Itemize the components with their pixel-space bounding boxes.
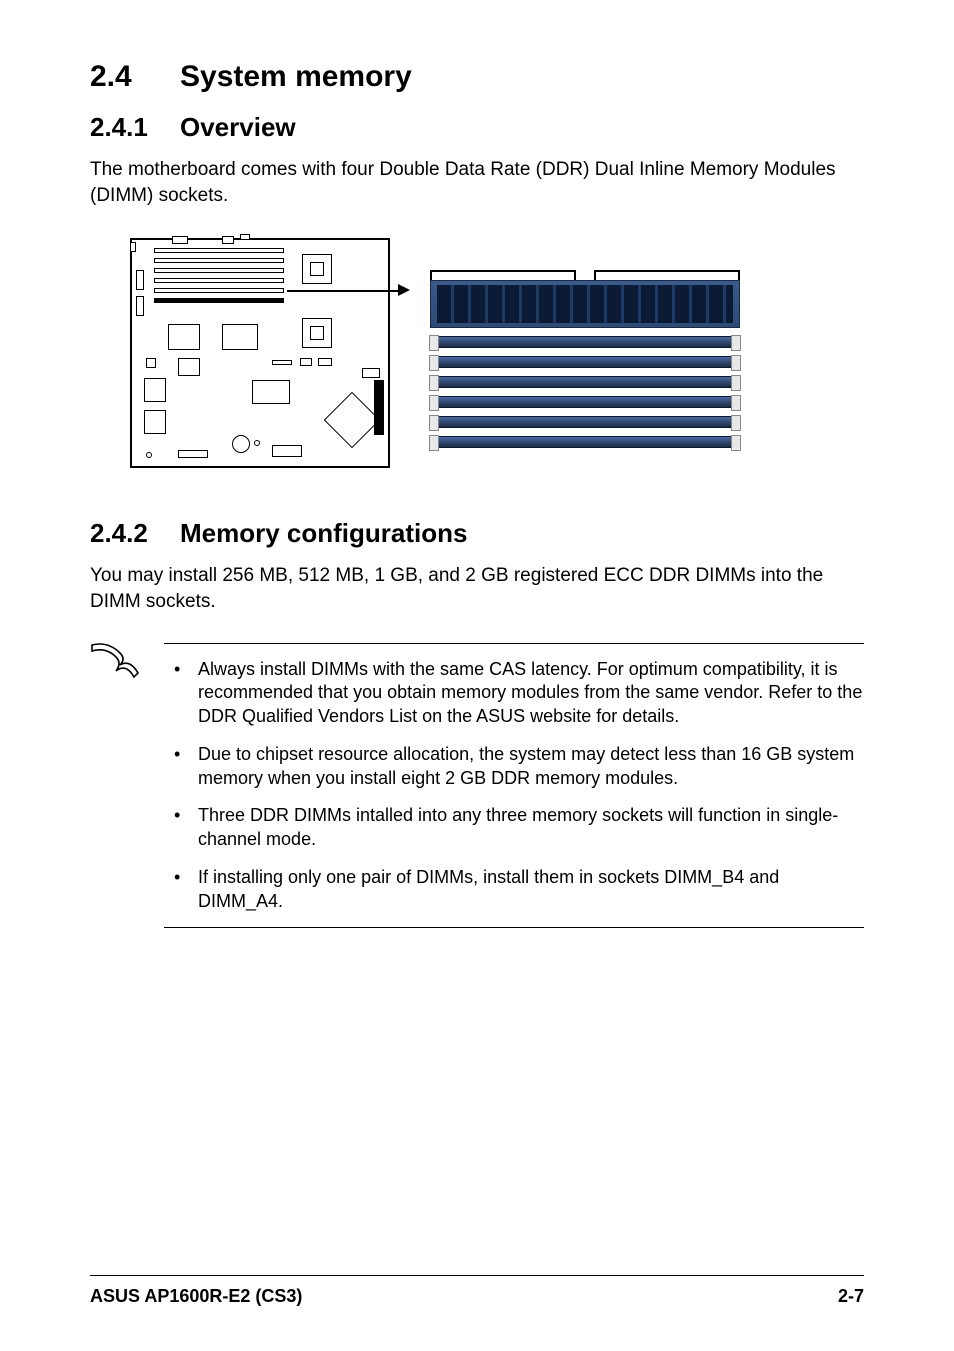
subsection-memconf-number: 2.4.2 <box>90 518 180 549</box>
footer-left: ASUS AP1600R-E2 (CS3) <box>90 1286 302 1307</box>
dimm-modules-diagram <box>430 258 740 448</box>
dimm-slot <box>430 436 740 448</box>
dimm-slot <box>430 396 740 408</box>
dimm-slot <box>430 376 740 388</box>
note-icon <box>90 643 140 679</box>
subsection-memconf-heading: 2.4.2Memory configurations <box>90 518 864 549</box>
footer-right: 2-7 <box>838 1286 864 1307</box>
note-rule-top <box>164 643 864 644</box>
dimm-slot <box>430 416 740 428</box>
motherboard-diagram <box>130 238 390 468</box>
note-item: If installing only one pair of DIMMs, in… <box>164 866 864 914</box>
note-item: Due to chipset resource allocation, the … <box>164 743 864 791</box>
section-heading: 2.4System memory <box>90 60 864 94</box>
dimm-figure <box>130 238 864 468</box>
overview-text: The motherboard comes with four Double D… <box>90 157 864 208</box>
dimm-module <box>430 280 740 328</box>
note-item: Three DDR DIMMs intalled into any three … <box>164 804 864 852</box>
dimm-slot <box>430 356 740 368</box>
subsection-overview-heading: 2.4.1Overview <box>90 112 864 143</box>
note-block: Always install DIMMs with the same CAS l… <box>90 643 864 929</box>
note-rule-bottom <box>164 927 864 928</box>
subsection-overview-number: 2.4.1 <box>90 112 180 143</box>
section-title: System memory <box>180 60 412 93</box>
note-list: Always install DIMMs with the same CAS l… <box>164 658 864 914</box>
memconf-text: You may install 256 MB, 512 MB, 1 GB, an… <box>90 563 864 614</box>
section-number: 2.4 <box>90 60 180 94</box>
subsection-memconf-title: Memory configurations <box>180 518 467 548</box>
page-footer: ASUS AP1600R-E2 (CS3) 2-7 <box>90 1275 864 1307</box>
subsection-overview-title: Overview <box>180 112 296 142</box>
note-item: Always install DIMMs with the same CAS l… <box>164 658 864 729</box>
dimm-slot <box>430 336 740 348</box>
